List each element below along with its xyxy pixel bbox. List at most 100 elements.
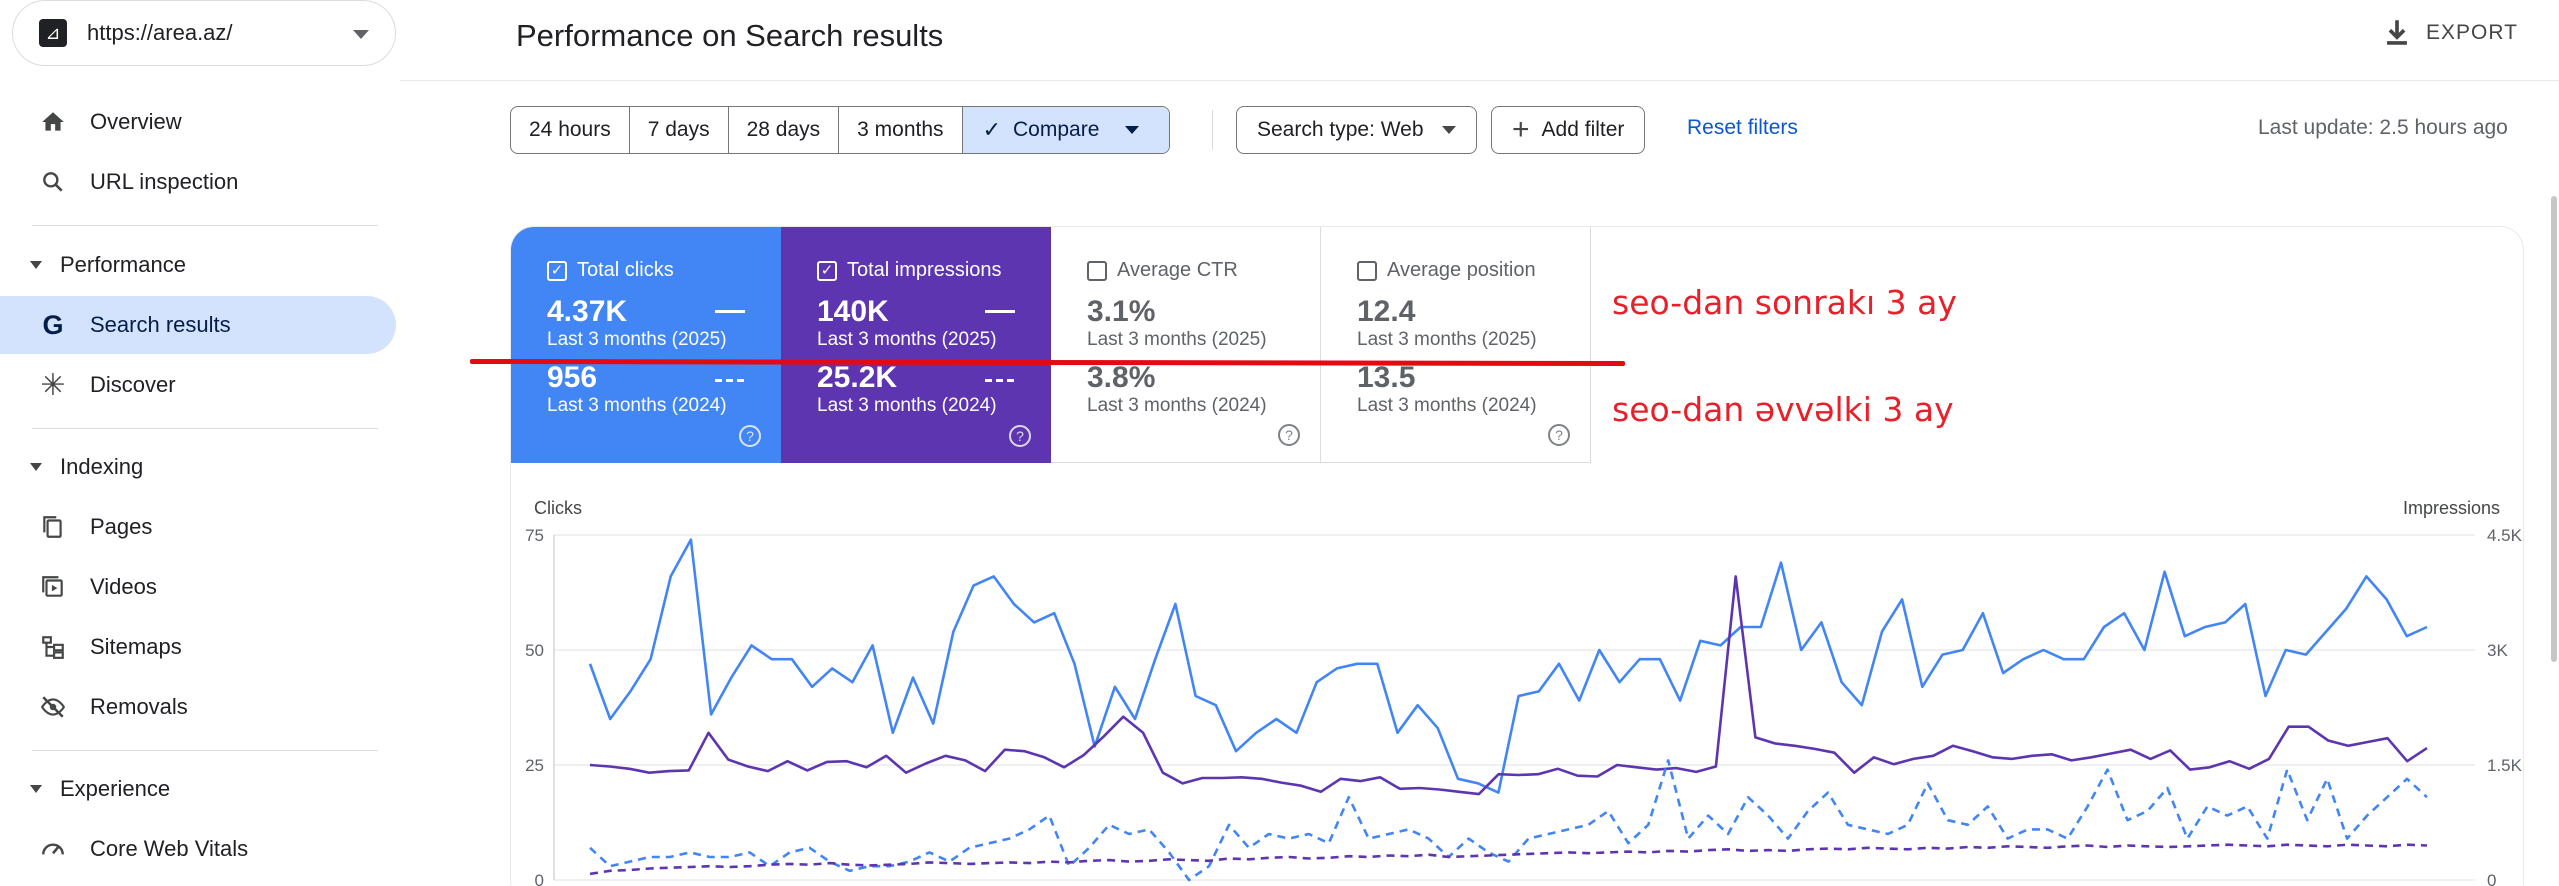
right-axis-ticks: 4.5K 3K 1.5K 0 [2487,526,2523,886]
metric-previous-period: Last 3 months (2024) [547,395,727,416]
search-type-dropdown[interactable]: Search type: Web [1236,106,1477,154]
metric-current-period: Last 3 months (2025) [1357,329,1537,350]
metric-current-value: 4.37K [547,295,628,328]
left-axis-title: Clicks [534,498,582,518]
sidebar-section-label: Indexing [60,454,144,479]
help-icon[interactable]: ? [1548,424,1570,446]
google-g-icon: G [42,309,64,340]
home-icon [38,107,68,137]
checkbox-checked-icon[interactable]: ✓ [547,260,567,281]
gauge-icon [38,834,68,864]
sidebar-item-label: Overview [90,109,182,134]
property-url: https://area.az/ [87,20,233,45]
date-range-selector: 24 hours 7 days 28 days 3 months ✓ Compa… [510,106,1171,154]
download-icon [2387,20,2407,45]
metric-label: Average position [1387,259,1536,281]
filter-divider [1212,110,1213,150]
range-7-days[interactable]: 7 days [630,107,729,153]
help-icon[interactable]: ? [1009,425,1031,447]
metric-previous-period: Last 3 months (2024) [1357,395,1537,416]
metric-current-period: Last 3 months (2025) [817,329,997,350]
checkbox-unchecked-icon[interactable] [1357,260,1377,281]
sidebar: ⊿ https://area.az/ Overview URL inspecti… [0,0,400,886]
sidebar-section-indexing[interactable]: Indexing [0,442,396,492]
compare-button[interactable]: ✓ Compare [962,107,1170,153]
sidebar-item-label: Removals [90,694,188,719]
nav-divider [32,750,378,751]
export-button[interactable]: EXPORT [2380,16,2518,50]
sidebar-item-videos[interactable]: Videos [0,558,396,616]
help-icon[interactable]: ? [739,425,761,447]
checkbox-checked-icon[interactable]: ✓ [817,260,837,281]
metric-total-impressions[interactable]: ✓ Total impressions 140K Last 3 months (2… [781,227,1051,463]
metric-current-period: Last 3 months (2025) [1087,329,1267,350]
series-line-0 [588,538,2428,794]
search-icon [38,167,68,197]
sidebar-item-sitemaps[interactable]: Sitemaps [0,618,396,676]
pages-icon [38,512,68,542]
sidebar-item-search-results[interactable]: G Search results [0,296,396,354]
sidebar-section-experience[interactable]: Experience [0,764,396,814]
metric-previous-value: 13.5 [1357,361,1416,394]
range-24-hours[interactable]: 24 hours [511,107,630,153]
check-icon: ✓ [982,117,1001,142]
help-icon[interactable]: ? [1278,424,1300,446]
add-filter-button[interactable]: + Add filter [1491,106,1646,154]
sidebar-item-core-web-vitals[interactable]: Core Web Vitals [0,820,396,878]
sidebar-item-overview[interactable]: Overview [0,93,396,151]
reset-filters-link[interactable]: Reset filters [1687,116,1798,139]
sidebar-item-discover[interactable]: ✳ Discover [0,356,396,414]
solid-line-legend [715,310,745,313]
compare-label: Compare [1013,118,1100,141]
property-logo-icon: ⊿ [39,19,67,47]
last-update-text: Last update: 2.5 hours ago [2258,116,2508,139]
chart-grid [553,534,2475,881]
left-tick-label: 25 [525,756,544,775]
metric-current-value: 140K [817,295,889,328]
sidebar-item-label: Search results [90,312,231,337]
sidebar-section-label: Experience [60,776,171,801]
search-type-label: Search type: Web [1257,118,1424,141]
left-tick-label: 0 [535,871,544,886]
sidebar-section-performance[interactable]: Performance [0,240,396,290]
dashed-line-legend [715,379,745,382]
videos-icon [38,572,68,602]
caret-down-icon [30,785,42,793]
property-selector[interactable]: ⊿ https://area.az/ [12,0,396,66]
left-axis-ticks: 75 50 25 0 [525,526,544,886]
metric-total-clicks[interactable]: ✓ Total clicks 4.37K Last 3 months (2025)… [511,227,781,463]
sidebar-item-label: Core Web Vitals [90,836,249,861]
checkbox-unchecked-icon[interactable] [1087,260,1107,281]
metric-average-ctr[interactable]: Average CTR 3.1% Last 3 months (2025) 3.… [1051,227,1321,463]
sidebar-item-removals[interactable]: Removals [0,678,396,736]
sidebar-item-url-inspection[interactable]: URL inspection [0,153,396,211]
metric-previous-period: Last 3 months (2024) [1087,395,1267,416]
scrollbar[interactable] [2551,196,2557,662]
metric-previous-value: 956 [547,361,598,394]
sidebar-item-label: Sitemaps [90,634,182,659]
asterisk-icon: ✳ [40,368,66,402]
page-title: Performance on Search results [516,18,944,53]
chevron-down-icon [1441,126,1456,134]
nav-divider [32,225,378,226]
annotation-before-seo: seo-dan əvvəlki 3 ay [1612,390,1954,429]
caret-down-icon [30,463,42,471]
sidebar-item-pages[interactable]: Pages [0,498,396,556]
metric-current-value: 12.4 [1357,295,1416,328]
left-tick-label: 50 [525,641,544,660]
right-tick-label: 4.5K [2487,526,2523,545]
metric-previous-value: 25.2K [817,361,898,394]
dashed-line-legend [985,379,1015,382]
right-tick-label: 1.5K [2487,756,2523,775]
range-3-months[interactable]: 3 months [839,107,963,153]
series-line-3 [589,843,2428,876]
performance-chart: Clicks Impressions 75 50 25 0 4.5K 3K 1.5K 0 [525,498,2523,886]
left-tick-label: 75 [525,526,544,545]
metric-average-position[interactable]: Average position 12.4 Last 3 months (202… [1321,227,1591,463]
metric-label: Average CTR [1117,259,1238,281]
range-28-days[interactable]: 28 days [729,107,840,153]
add-filter-label: Add filter [1541,118,1625,141]
chart-series [588,538,2428,882]
header-divider [400,80,2559,81]
chevron-down-icon [1125,126,1140,134]
